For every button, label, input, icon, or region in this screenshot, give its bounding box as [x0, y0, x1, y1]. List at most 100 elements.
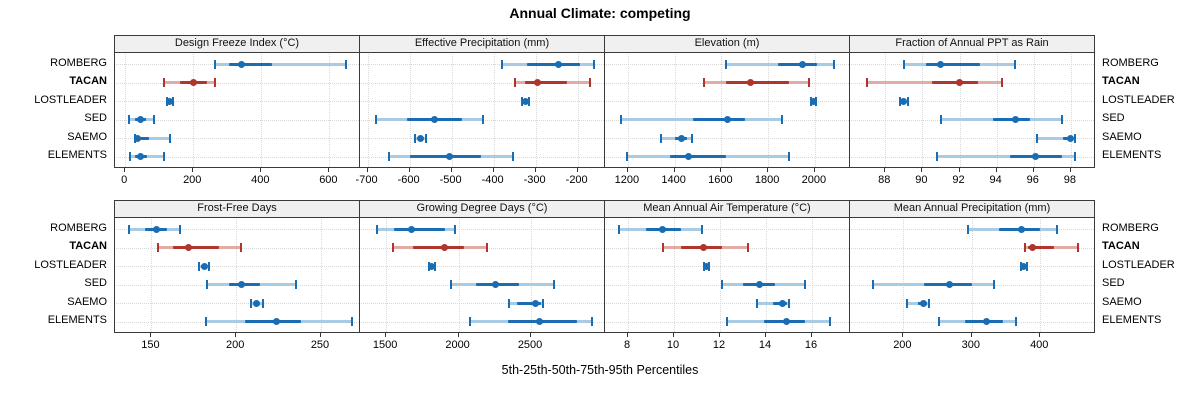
whisker-cap-95th: [434, 261, 437, 271]
gridline-vertical: [812, 219, 814, 332]
axis-tick-mark: [534, 168, 536, 172]
whisker-cap-5th: [617, 224, 620, 234]
gridline-horizontal: [116, 266, 359, 267]
whisker-cap-5th: [163, 78, 166, 87]
whisker-cap-95th: [593, 59, 596, 69]
axis-tick-mark: [124, 168, 126, 172]
axis-tick-mark: [902, 333, 904, 337]
whisker-cap-95th: [1073, 152, 1076, 161]
axis-tick-mark: [328, 168, 330, 172]
median-dot: [1032, 153, 1040, 160]
gridline-horizontal: [851, 138, 1094, 139]
whisker-cap-95th: [294, 280, 297, 289]
site-label-left: SAEMO: [67, 130, 107, 143]
axis-tick-mark: [150, 333, 152, 337]
axis-tick-label: 2000: [445, 339, 470, 351]
whisker-cap-5th: [865, 78, 868, 87]
interval-25-75-band: [992, 118, 1031, 121]
interval-5-95-band: [906, 301, 929, 305]
whisker-cap-5th: [1024, 243, 1027, 252]
whisker-cap-95th: [424, 133, 427, 143]
whisker-cap-95th: [350, 317, 353, 326]
median-dot: [237, 281, 245, 288]
gridline-vertical: [451, 54, 453, 167]
site-label-right: LOSTLEADER: [1102, 93, 1175, 106]
median-dot: [253, 299, 261, 307]
interval-5-95-band: [1037, 136, 1075, 140]
whisker-cap-95th: [482, 115, 485, 124]
axis-tick-label: 2500: [517, 339, 543, 351]
panel-header: Mean Annual Precipitation (mm): [849, 200, 1095, 218]
site-label-right: SAEMO: [1102, 295, 1142, 308]
whisker-cap-5th: [469, 317, 472, 326]
panel-plot: [359, 52, 605, 168]
whisker-cap-95th: [262, 298, 265, 308]
axis-tick-mark: [1039, 333, 1041, 337]
whisker-cap-5th: [157, 243, 160, 252]
whisker-cap-95th: [1060, 115, 1063, 124]
interval-25-75-band: [525, 81, 568, 84]
median-dot: [1028, 244, 1036, 251]
gridline-vertical: [321, 219, 322, 332]
panel-plot: [849, 52, 1095, 168]
axis-tick-mark: [457, 333, 459, 337]
gridline-vertical: [125, 54, 127, 167]
median-dot: [783, 318, 791, 325]
interval-25-75-band: [173, 246, 220, 249]
whisker-cap-95th: [511, 152, 514, 161]
gridline-vertical: [674, 54, 676, 167]
panel-header: Mean Annual Air Temperature (°C): [604, 200, 850, 218]
whisker-cap-5th: [902, 59, 905, 69]
axis-tick-label: 14: [758, 339, 772, 351]
median-dot: [521, 97, 529, 105]
axis-tick-label: -500: [439, 174, 462, 186]
axis-tick-label: 150: [141, 339, 160, 351]
axis-tick-label: 8: [623, 339, 631, 351]
median-dot: [153, 225, 161, 233]
median-dot: [200, 262, 208, 270]
median-dot: [190, 79, 198, 86]
site-label-right: SED: [1102, 112, 1125, 124]
median-dot: [945, 281, 953, 288]
whisker-cap-5th: [939, 115, 942, 124]
site-label-left: ELEMENTS: [47, 314, 107, 326]
gridline-vertical: [193, 54, 195, 167]
axis-tick-label: -200: [565, 174, 588, 186]
site-label-right: ROMBERG: [1102, 56, 1159, 69]
gridline-horizontal: [606, 138, 849, 139]
axis-tick-mark: [320, 333, 321, 337]
site-label-left: SED: [84, 112, 107, 124]
panel-plot: [604, 52, 850, 168]
interval-25-75-band: [516, 301, 542, 305]
whisker-cap-5th: [1036, 133, 1039, 143]
gridline-horizontal: [361, 82, 604, 84]
axis-tick-label: 200: [226, 339, 245, 351]
whisker-cap-95th: [746, 243, 749, 252]
panel-plot: [849, 217, 1095, 333]
site-label-left: SAEMO: [67, 295, 107, 308]
axis-tick-mark: [813, 168, 815, 172]
axis-tick-mark: [673, 168, 675, 172]
interval-25-75-band: [669, 155, 727, 158]
median-dot: [685, 153, 693, 160]
gridline-horizontal: [606, 101, 849, 102]
whisker-cap-95th: [179, 224, 182, 234]
interval-25-75-band: [777, 62, 818, 66]
interval-25-75-band: [1027, 246, 1054, 249]
whisker-cap-95th: [788, 298, 791, 308]
whisker-cap-5th: [937, 317, 940, 326]
whisker-cap-95th: [829, 317, 832, 326]
whisker-cap-5th: [206, 280, 209, 289]
gridline-horizontal: [361, 64, 604, 65]
interval-25-75-band: [931, 81, 979, 84]
gridline-vertical: [1070, 54, 1072, 167]
axis-tick-mark: [1069, 168, 1071, 172]
axis-tick-mark: [673, 333, 674, 337]
chart-title: Annual Climate: competing: [509, 5, 691, 21]
whisker-cap-95th: [906, 96, 909, 106]
axis-tick-label: 12: [712, 339, 726, 351]
axis-tick-mark: [626, 168, 628, 172]
whisker-cap-95th: [163, 152, 166, 161]
whisker-cap-95th: [542, 298, 545, 308]
interval-25-75-band: [394, 227, 445, 231]
